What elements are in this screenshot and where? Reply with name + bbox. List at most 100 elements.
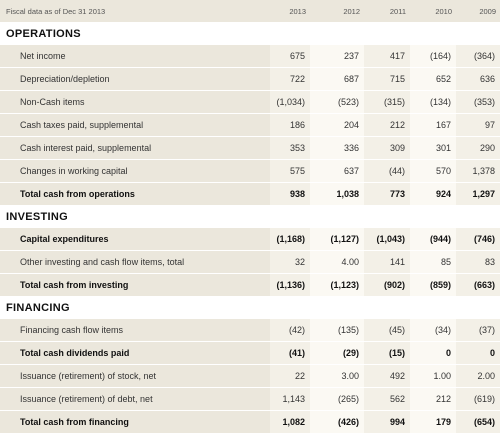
table-row: Other investing and cash flow items, tot… bbox=[0, 250, 500, 274]
value-cell: 575 bbox=[270, 159, 310, 183]
section-title: FINANCING bbox=[0, 296, 500, 319]
value-cell: (29) bbox=[310, 341, 364, 365]
total-row: Capital expenditures (1,168) (1,127) (1,043… bbox=[0, 228, 500, 251]
year-header-2013: 2013 bbox=[270, 0, 310, 23]
value-cell: (135) bbox=[310, 319, 364, 342]
value-cell: (353) bbox=[456, 90, 500, 114]
row-label: Total cash from operations bbox=[0, 182, 270, 206]
table-row: Net income 675 237 417 (164) (364) bbox=[0, 45, 500, 68]
value-cell: (1,123) bbox=[310, 273, 364, 297]
value-cell: (364) bbox=[456, 45, 500, 68]
value-cell: 97 bbox=[456, 113, 500, 137]
value-cell: 675 bbox=[270, 45, 310, 68]
value-cell: 938 bbox=[270, 182, 310, 206]
value-cell: (37) bbox=[456, 319, 500, 342]
value-cell: 1.00 bbox=[410, 364, 456, 388]
value-cell: 353 bbox=[270, 136, 310, 160]
value-cell: (44) bbox=[364, 159, 410, 183]
row-label: Changes in working capital bbox=[0, 159, 270, 183]
value-cell: (523) bbox=[310, 90, 364, 114]
table-row: Changes in working capital 575 637 (44) 570 1… bbox=[0, 159, 500, 183]
row-label: Other investing and cash flow items, tot… bbox=[0, 250, 270, 274]
value-cell: 204 bbox=[310, 113, 364, 137]
value-cell: 773 bbox=[364, 182, 410, 206]
value-cell: (1,127) bbox=[310, 228, 364, 251]
value-cell: (34) bbox=[410, 319, 456, 342]
section-title: OPERATIONS bbox=[0, 22, 500, 45]
value-cell: 1,082 bbox=[270, 410, 310, 434]
value-cell: (944) bbox=[410, 228, 456, 251]
value-cell: (426) bbox=[310, 410, 364, 434]
row-label: Total cash dividends paid bbox=[0, 341, 270, 365]
value-cell: 687 bbox=[310, 67, 364, 91]
value-cell: 32 bbox=[270, 250, 310, 274]
value-cell: 1,378 bbox=[456, 159, 500, 183]
value-cell: (1,168) bbox=[270, 228, 310, 251]
row-label: Cash interest paid, supplemental bbox=[0, 136, 270, 160]
row-label: Capital expenditures bbox=[0, 228, 270, 251]
value-cell: (164) bbox=[410, 45, 456, 68]
total-row: Total cash from financing 1,082 (426) 994 17… bbox=[0, 410, 500, 434]
value-cell: (663) bbox=[456, 273, 500, 297]
value-cell: (902) bbox=[364, 273, 410, 297]
row-label: Cash taxes paid, supplemental bbox=[0, 113, 270, 137]
value-cell: 179 bbox=[410, 410, 456, 434]
table-row: Cash interest paid, supplemental 353 336 30… bbox=[0, 136, 500, 160]
value-cell: 309 bbox=[364, 136, 410, 160]
year-header-2009: 2009 bbox=[456, 0, 500, 23]
value-cell: 636 bbox=[456, 67, 500, 91]
value-cell: 237 bbox=[310, 45, 364, 68]
row-label: Issuance (retirement) of debt, net bbox=[0, 387, 270, 411]
year-header-2012: 2012 bbox=[310, 0, 364, 23]
row-label: Issuance (retirement) of stock, net bbox=[0, 364, 270, 388]
value-cell: 141 bbox=[364, 250, 410, 274]
fiscal-date-label: Fiscal data as of Dec 31 2013 bbox=[0, 0, 270, 23]
total-row: Total cash from investing (1,136) (1,123)(… bbox=[0, 273, 500, 297]
value-cell: 186 bbox=[270, 113, 310, 137]
value-cell: 570 bbox=[410, 159, 456, 183]
year-header-2010: 2010 bbox=[410, 0, 456, 23]
value-cell: (619) bbox=[456, 387, 500, 411]
header-row: Fiscal data as of Dec 31 2013 2013 2012 … bbox=[0, 0, 500, 23]
value-cell: 0 bbox=[410, 341, 456, 365]
row-label: Depreciation/depletion bbox=[0, 67, 270, 91]
value-cell: 492 bbox=[364, 364, 410, 388]
table-row: Issuance (retirement) of debt, net 1,143(… bbox=[0, 387, 500, 411]
value-cell: 637 bbox=[310, 159, 364, 183]
year-header-2011: 2011 bbox=[364, 0, 410, 23]
table-row: Cash taxes paid, supplemental 186 204 212 16… bbox=[0, 113, 500, 137]
value-cell: 85 bbox=[410, 250, 456, 274]
value-cell: 1,297 bbox=[456, 182, 500, 206]
value-cell: 924 bbox=[410, 182, 456, 206]
table-row: Issuance (retirement) of stock, net 22 3.0… bbox=[0, 364, 500, 388]
value-cell: (859) bbox=[410, 273, 456, 297]
row-label: Total cash from investing bbox=[0, 273, 270, 297]
value-cell: 0 bbox=[456, 341, 500, 365]
value-cell: (42) bbox=[270, 319, 310, 342]
value-cell: (1,034) bbox=[270, 90, 310, 114]
value-cell: 1,143 bbox=[270, 387, 310, 411]
value-cell: (41) bbox=[270, 341, 310, 365]
value-cell: 417 bbox=[364, 45, 410, 68]
value-cell: (315) bbox=[364, 90, 410, 114]
value-cell: (265) bbox=[310, 387, 364, 411]
table-row: Financing cash flow items (42) (135) (45) (3… bbox=[0, 319, 500, 342]
value-cell: 290 bbox=[456, 136, 500, 160]
section-header: OPERATIONS bbox=[0, 22, 500, 45]
value-cell: 2.00 bbox=[456, 364, 500, 388]
value-cell: 301 bbox=[410, 136, 456, 160]
value-cell: 722 bbox=[270, 67, 310, 91]
value-cell: 1,038 bbox=[310, 182, 364, 206]
value-cell: (1,136) bbox=[270, 273, 310, 297]
value-cell: (15) bbox=[364, 341, 410, 365]
value-cell: (654) bbox=[456, 410, 500, 434]
value-cell: 652 bbox=[410, 67, 456, 91]
total-row: Total cash from operations 938 1,038 773 924… bbox=[0, 182, 500, 206]
value-cell: 212 bbox=[410, 387, 456, 411]
section-header: FINANCING bbox=[0, 296, 500, 319]
row-label: Total cash from financing bbox=[0, 410, 270, 434]
section-title: INVESTING bbox=[0, 205, 500, 228]
table-row: Depreciation/depletion 722 687 715 652 636 bbox=[0, 67, 500, 91]
